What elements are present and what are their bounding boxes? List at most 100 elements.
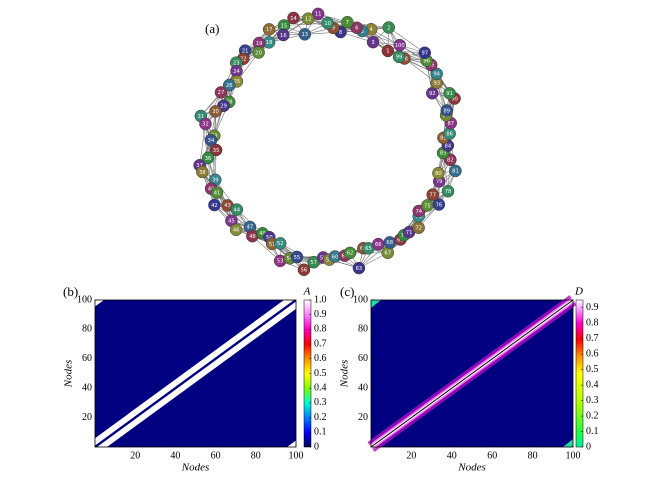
node-label: 66 (375, 242, 382, 248)
node (273, 237, 287, 250)
node (210, 186, 224, 199)
node (366, 35, 380, 49)
y-tick-label: 80 (358, 324, 368, 335)
node-label: 2 (387, 25, 390, 31)
node-label: 76 (436, 202, 443, 208)
node (209, 105, 222, 118)
node-label: 15 (281, 23, 288, 29)
colorbar-tick-label: 0.1 (314, 427, 327, 438)
y-tick-label: 80 (82, 324, 92, 335)
y-tick-label: 40 (358, 382, 368, 393)
node-label: 31 (198, 114, 205, 120)
node (208, 198, 221, 212)
node-label: 36 (205, 156, 212, 162)
colorbar-tick-label: 0.5 (586, 364, 599, 375)
colorbar-tick-label: 0.9 (586, 302, 599, 313)
node-label: 5 (361, 29, 364, 35)
node-label: 29 (220, 104, 227, 110)
node (230, 203, 244, 216)
node (382, 21, 395, 34)
colorbar-tick-label: 0 (586, 441, 591, 452)
panel-label: (c) (340, 284, 354, 299)
node-label: 62 (347, 251, 354, 257)
node-label: 24 (233, 69, 240, 75)
node (352, 261, 366, 275)
node-label: 71 (406, 230, 413, 236)
heatmap-b-body (95, 300, 296, 447)
edge (404, 58, 437, 84)
colorbar-tick-label: 0.5 (314, 368, 327, 379)
node-label: 50 (266, 235, 273, 241)
node-label: 10 (324, 21, 331, 27)
node (214, 86, 228, 99)
colorbar-tick-label: 0.6 (586, 348, 599, 359)
node (426, 86, 439, 100)
x-axis-label: Nodes (457, 462, 486, 474)
node (440, 104, 454, 117)
node-label: 38 (199, 170, 206, 176)
colorbar-tick-label: 0.2 (314, 412, 327, 423)
node-label: 42 (211, 203, 218, 209)
node-label: 74 (415, 209, 422, 215)
node-label: 9 (332, 26, 335, 32)
node (262, 23, 276, 36)
node-label: 48 (249, 234, 256, 240)
x-tick-label: 40 (170, 450, 180, 461)
node-label: 86 (446, 131, 453, 137)
y-tick-label: 20 (82, 412, 92, 423)
node-label: 93 (433, 81, 440, 87)
node-label: 45 (228, 219, 235, 225)
node-label: 85 (440, 136, 447, 142)
node-label: 79 (436, 179, 443, 185)
node-label: 37 (196, 163, 203, 169)
node-label: 68 (386, 240, 393, 246)
y-tick-label: 100 (77, 294, 92, 305)
colorbar-tick-label: 0.4 (586, 379, 599, 390)
panel-label: (a) (205, 21, 219, 36)
node-label: 16 (280, 33, 287, 39)
node-label: 92 (429, 91, 436, 97)
x-tick-label: 40 (447, 450, 457, 461)
node (301, 12, 315, 25)
node-label: 77 (429, 192, 436, 198)
node (443, 87, 456, 100)
node (290, 250, 304, 264)
node-label: 72 (415, 226, 422, 232)
node-label: 35 (213, 148, 220, 154)
node-label: 87 (447, 121, 454, 127)
node (449, 164, 462, 178)
edge (370, 29, 400, 58)
node (441, 184, 455, 198)
node-label: 55 (294, 255, 301, 261)
node (199, 117, 212, 131)
node-label: 12 (305, 16, 312, 22)
colorbar-label: D (574, 286, 583, 298)
node (196, 165, 209, 179)
node-label: 11 (315, 12, 322, 18)
node-label: 28 (226, 100, 233, 106)
node (381, 44, 395, 58)
node-label: 32 (202, 122, 209, 128)
colorbar-tick-label: 0.7 (314, 338, 327, 349)
x-tick-label: 80 (251, 450, 261, 461)
node-label: 44 (234, 207, 241, 213)
node-label: 19 (256, 41, 263, 47)
node-label: 21 (242, 48, 249, 54)
plot-frame (370, 299, 574, 448)
node-label: 80 (435, 171, 442, 177)
colorbar-tick-label: 1.0 (314, 294, 327, 305)
node-label: 41 (214, 190, 221, 196)
node (287, 11, 300, 25)
colorbar-tick-label: 0 (314, 441, 319, 452)
node-label: 99 (396, 55, 403, 61)
node-label: 47 (247, 225, 254, 231)
y-tick-label: 100 (353, 294, 368, 305)
node-label: 40 (208, 186, 215, 192)
node-label: 78 (445, 189, 452, 195)
node-label: 63 (356, 266, 363, 272)
node-label: 61 (341, 253, 348, 259)
node-label: 53 (277, 259, 284, 265)
node (252, 46, 265, 59)
node-label: 43 (224, 203, 231, 209)
